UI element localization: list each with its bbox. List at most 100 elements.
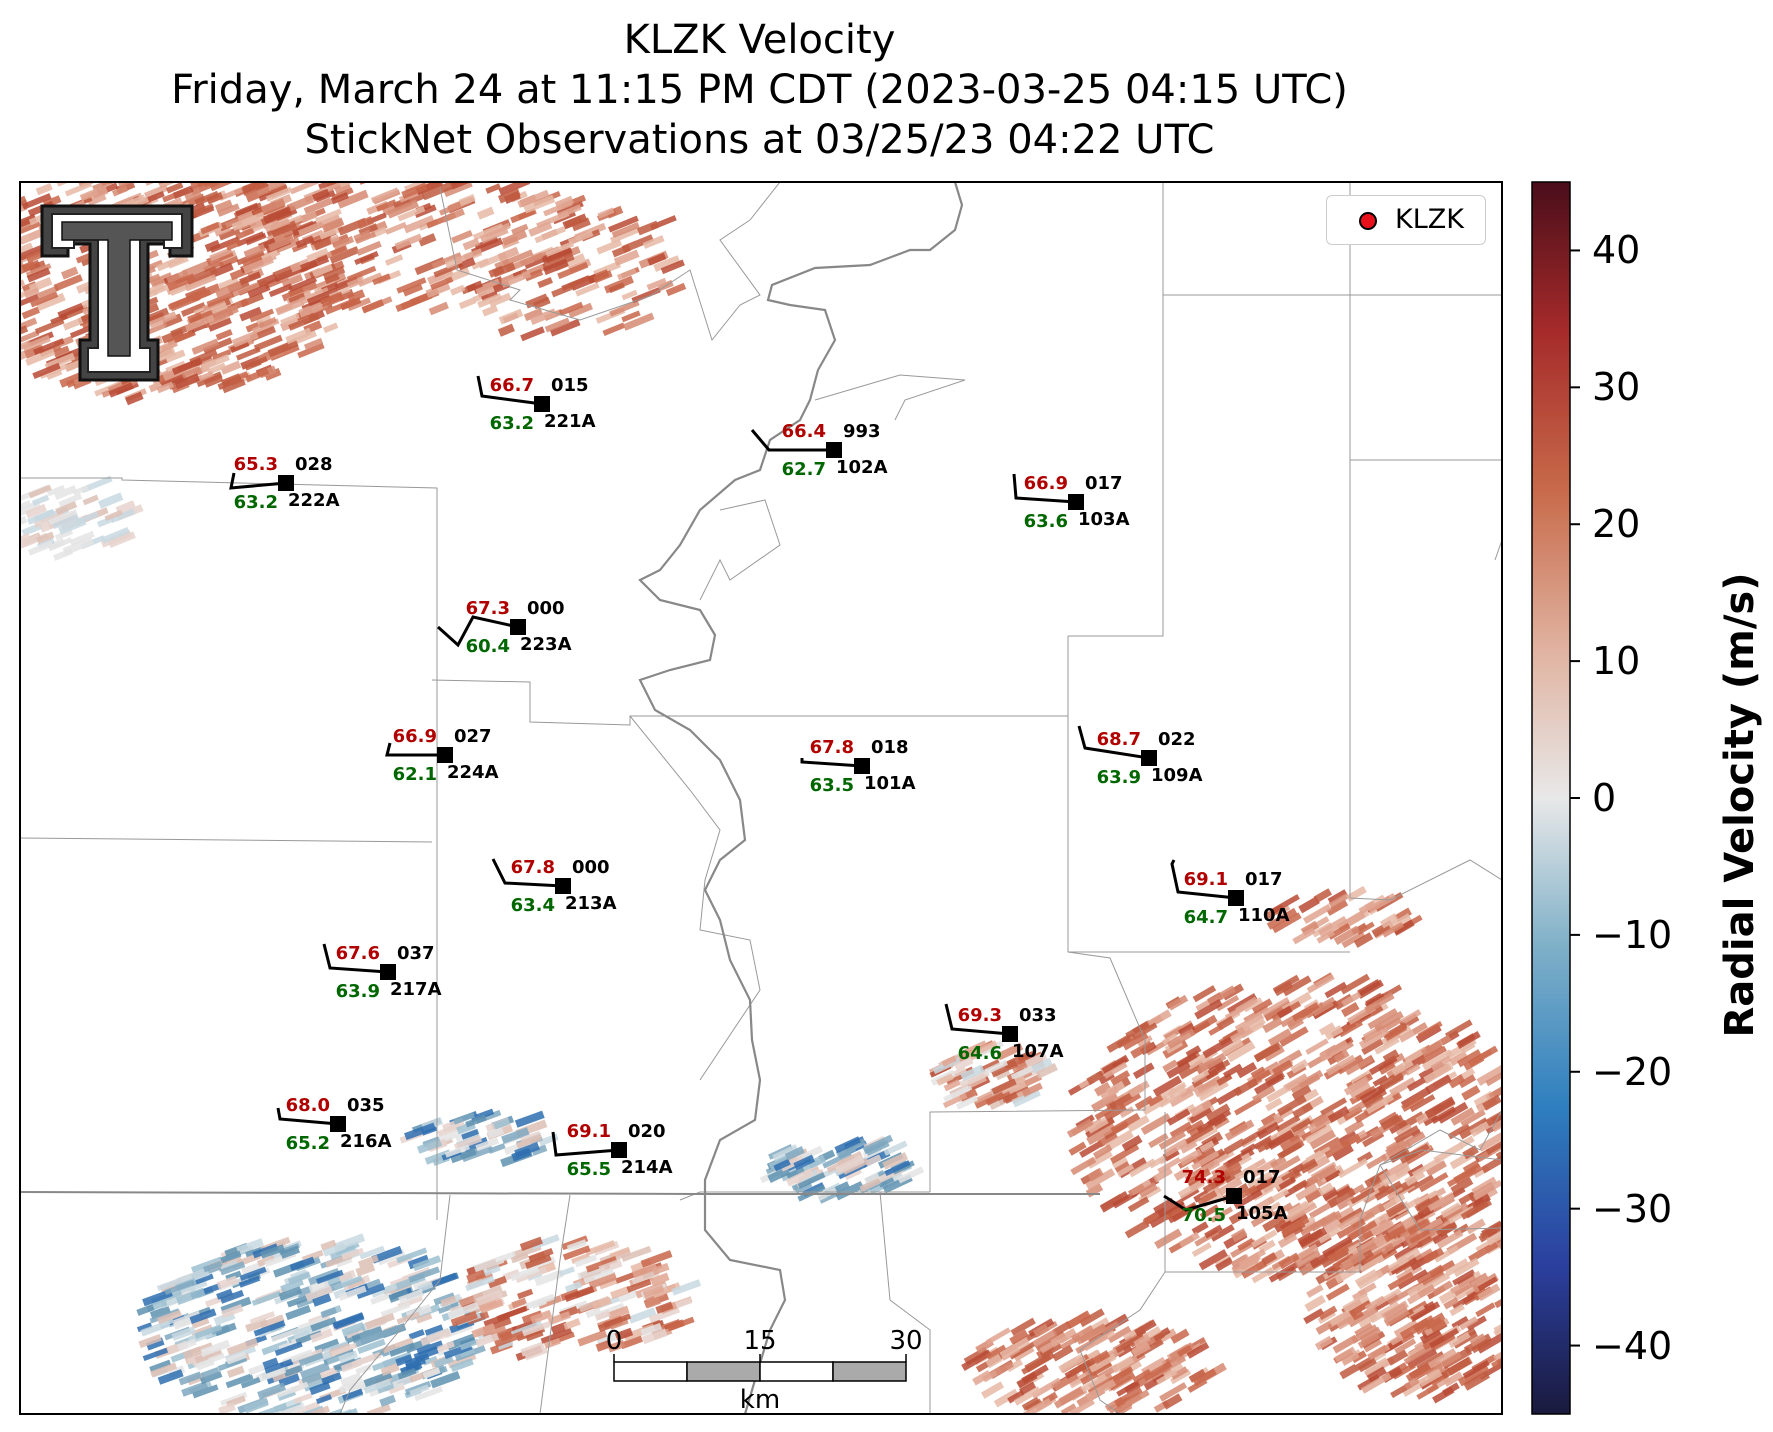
- station-temperature: 67.6: [336, 943, 380, 964]
- station-pressure: 017: [1245, 869, 1283, 890]
- station-temperature: 67.3: [466, 598, 510, 619]
- wind-barb-icon: [750, 429, 834, 452]
- wind-barb-icon: [322, 943, 389, 974]
- sticknet-stations: 66.7 015 63.2 221A 65.3 028 63.2 222A 66.4 993 62.…: [229, 375, 1290, 1226]
- station-id: 107A: [1012, 1041, 1064, 1062]
- scale-label-15: 15: [743, 1326, 777, 1356]
- station-dewpoint: 62.1: [393, 764, 437, 785]
- station-id: 214A: [621, 1157, 673, 1178]
- station-105A: 74.3 017 70.5 105A: [1163, 1167, 1288, 1226]
- station-marker-icon: [534, 396, 550, 412]
- wind-barb-icon: [800, 758, 863, 768]
- colorbar: [1531, 181, 1571, 1415]
- station-temperature: 66.7: [490, 375, 534, 396]
- station-marker-icon: [1141, 750, 1157, 766]
- scale-unit: km: [739, 1385, 781, 1415]
- station-pressure: 000: [527, 598, 565, 619]
- station-marker-icon: [1228, 890, 1244, 906]
- wind-barb-icon: [436, 615, 519, 648]
- station-216A: 68.0 035 65.2 216A: [276, 1095, 392, 1154]
- station-224A: 66.9 027 62.1 224A: [385, 726, 499, 785]
- station-marker-icon: [1226, 1188, 1242, 1204]
- station-marker-icon: [330, 1116, 346, 1132]
- station-id: 223A: [520, 634, 572, 655]
- colorbar-label: Radial Velocity (m/s): [1717, 572, 1763, 1038]
- station-marker-icon: [437, 747, 453, 763]
- title-line-3: StickNet Observations at 03/25/23 04:22 …: [304, 117, 1215, 163]
- station-dewpoint: 60.4: [466, 636, 510, 657]
- station-marker-icon: [1068, 494, 1084, 510]
- station-222A: 65.3 028 63.2 222A: [229, 454, 340, 513]
- station-dewpoint: 63.9: [336, 981, 380, 1002]
- legend: KLZK: [1326, 195, 1486, 245]
- station-pressure: 018: [871, 737, 909, 758]
- colorbar-tick-label: 20: [1592, 502, 1641, 547]
- station-temperature: 67.8: [810, 737, 854, 758]
- title-line-1: KLZK Velocity: [623, 17, 896, 63]
- station-pressure: 017: [1243, 1167, 1281, 1188]
- legend-label: KLZK: [1395, 204, 1464, 235]
- station-id: 103A: [1078, 509, 1130, 530]
- station-dewpoint: 63.2: [234, 492, 278, 513]
- station-223A: 67.3 000 60.4 223A: [436, 598, 572, 657]
- station-110A: 69.1 017 64.7 110A: [1170, 859, 1290, 928]
- station-temperature: 66.9: [1024, 473, 1068, 494]
- station-109A: 68.7 022 63.9 109A: [1077, 725, 1203, 788]
- colorbar-ticks: [1570, 249, 1580, 1347]
- colorbar-tick-label: −40: [1592, 1323, 1673, 1368]
- station-temperature: 66.4: [782, 421, 826, 442]
- colorbar-tick-label: −10: [1592, 912, 1673, 957]
- station-101A: 67.8 018 63.5 101A: [800, 737, 916, 796]
- station-id: 213A: [565, 893, 617, 914]
- station-dewpoint: 62.7: [782, 459, 826, 480]
- station-dewpoint: 63.5: [810, 775, 854, 796]
- wind-barb-icon: [1077, 725, 1150, 760]
- station-dewpoint: 65.2: [286, 1133, 330, 1154]
- station-221A: 66.7 015 63.2 221A: [476, 375, 596, 434]
- station-id: 216A: [340, 1131, 392, 1152]
- map-frame: [19, 181, 1503, 1415]
- station-marker-icon: [826, 442, 842, 458]
- wind-barb-icon: [944, 1003, 1011, 1036]
- station-pressure: 993: [843, 421, 881, 442]
- wind-barb-icon: [476, 375, 543, 406]
- station-marker-icon: [611, 1142, 627, 1158]
- title-line-2: Friday, March 24 at 11:15 PM CDT (2023-0…: [171, 67, 1348, 113]
- station-id: 102A: [836, 457, 888, 478]
- station-dewpoint: 65.5: [567, 1159, 611, 1180]
- station-dewpoint: 64.7: [1184, 907, 1228, 928]
- station-temperature: 68.0: [286, 1095, 330, 1116]
- wind-barb-icon: [1163, 1194, 1235, 1212]
- colorbar-tick-label: −30: [1592, 1186, 1673, 1231]
- station-id: 109A: [1151, 765, 1203, 786]
- wind-barb-icon: [551, 1131, 620, 1157]
- colorbar-tick-label: −20: [1592, 1049, 1673, 1094]
- station-217A: 67.6 037 63.9 217A: [322, 943, 442, 1002]
- klzk-marker-icon: [1359, 212, 1377, 230]
- river: [638, 182, 964, 1414]
- station-marker-icon: [854, 758, 870, 774]
- wind-barb-icon: [1170, 859, 1237, 900]
- station-107A: 69.3 033 64.6 107A: [944, 1003, 1064, 1064]
- station-pressure: 037: [397, 943, 435, 964]
- colorbar-tick-label: 30: [1592, 365, 1641, 410]
- wind-barb-icon: [385, 742, 445, 757]
- station-dewpoint: 63.2: [490, 413, 534, 434]
- station-pressure: 035: [347, 1095, 385, 1116]
- station-102A: 66.4 993 62.7 102A: [750, 421, 888, 480]
- station-marker-icon: [1002, 1026, 1018, 1042]
- station-pressure: 028: [295, 454, 333, 475]
- state-border: [20, 1191, 1100, 1195]
- station-id: 105A: [1236, 1203, 1288, 1224]
- station-id: 101A: [864, 773, 916, 794]
- station-214A: 69.1 020 65.5 214A: [551, 1121, 673, 1180]
- scale-bar: [613, 1354, 907, 1382]
- county-boundaries: [20, 182, 1502, 1414]
- station-marker-icon: [278, 475, 294, 491]
- station-id: 217A: [390, 979, 442, 1000]
- station-pressure: 033: [1019, 1005, 1057, 1026]
- station-marker-icon: [555, 878, 571, 894]
- station-dewpoint: 70.5: [1182, 1205, 1226, 1226]
- station-temperature: 65.3: [234, 454, 278, 475]
